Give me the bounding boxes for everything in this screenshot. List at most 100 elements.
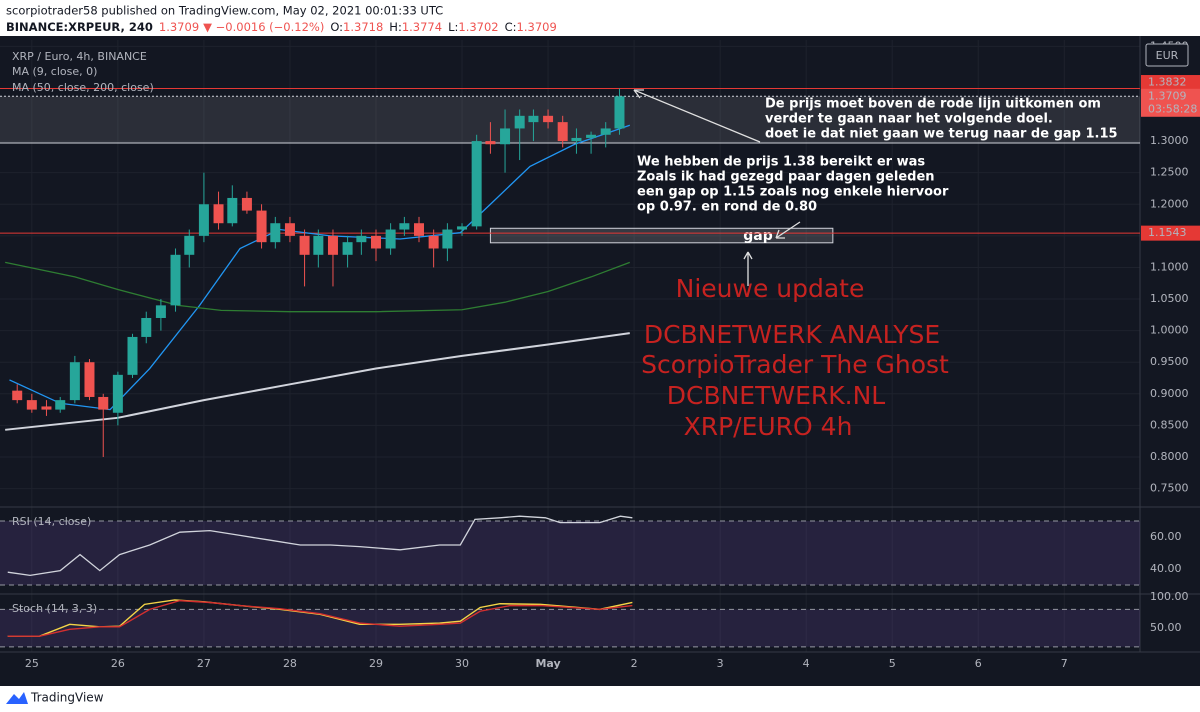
y-tick-label: 1.3000 bbox=[1150, 134, 1189, 147]
signature-line: DCBNETWERK.NL bbox=[667, 381, 886, 410]
legend-entry: MA (9, close, 0) bbox=[12, 65, 97, 78]
y-tick-label: 1.1000 bbox=[1150, 260, 1189, 273]
resistance-zone bbox=[0, 96, 1140, 143]
candle-body bbox=[327, 235, 338, 255]
band-fill bbox=[0, 609, 1140, 647]
countdown: 03:58:28 bbox=[1148, 102, 1197, 115]
note-line: een gap op 1.15 zoals nog enkele hiervoo… bbox=[637, 185, 949, 200]
plot: 252627282930May2345671.45001.30001.25001… bbox=[0, 36, 1200, 670]
y-tick-label: 1.2500 bbox=[1150, 166, 1189, 179]
x-tick-label: 30 bbox=[455, 657, 469, 670]
candle-body bbox=[342, 242, 353, 255]
brand: TradingView bbox=[30, 691, 104, 705]
y-tick-label: 40.00 bbox=[1150, 562, 1182, 575]
candle-body bbox=[299, 235, 310, 255]
gap-box bbox=[489, 227, 834, 244]
candle-body bbox=[26, 400, 37, 410]
last-price: 1.3709 bbox=[159, 20, 199, 34]
ohlc-label: O: bbox=[330, 20, 343, 34]
ohlc-label: C: bbox=[505, 20, 517, 34]
candle-body bbox=[385, 229, 396, 249]
legend-entry: MA (50, close, 200, close) bbox=[12, 81, 154, 94]
note-line: verder te gaan naar het volgende doel. bbox=[765, 112, 1053, 127]
gap-up-arrow bbox=[743, 251, 753, 286]
signature-line: XRP/EURO 4h bbox=[684, 412, 853, 441]
price-tag bbox=[1141, 88, 1200, 117]
candle-body bbox=[98, 396, 109, 410]
price-tag bbox=[1141, 225, 1200, 241]
x-tick-label: 29 bbox=[369, 657, 383, 670]
price-tag-label: 1.1543 bbox=[1148, 226, 1187, 239]
candle-body bbox=[227, 197, 238, 224]
candle-body bbox=[528, 115, 539, 123]
stoch-title: Stoch (14, 3, 3) bbox=[12, 602, 97, 615]
candle-body bbox=[485, 141, 496, 145]
footer-bar bbox=[0, 686, 1200, 712]
candle-body bbox=[112, 374, 123, 413]
symbol-line: BINANCE:XRPEUR, 240 1.3709 ▼ −0.0016 (−0.1… bbox=[6, 20, 557, 34]
candle-body bbox=[127, 336, 138, 375]
pointer-line bbox=[633, 89, 761, 143]
candle-body bbox=[256, 210, 267, 243]
x-tick-label: 27 bbox=[197, 657, 211, 670]
band-fill bbox=[0, 521, 1140, 585]
note-line: Zoals ik had gezegd paar dagen geleden bbox=[637, 170, 935, 185]
x-tick-label: May bbox=[535, 657, 560, 670]
x-tick-label: 25 bbox=[25, 657, 39, 670]
ohlc-label: H: bbox=[389, 20, 402, 34]
candle-body bbox=[213, 204, 224, 224]
candle-body bbox=[442, 229, 453, 249]
y-tick-label: 100.00 bbox=[1150, 590, 1189, 603]
candle-body bbox=[600, 128, 611, 135]
candle-body bbox=[414, 223, 425, 236]
x-tick-label: 5 bbox=[889, 657, 896, 670]
price-tag-label: 1.3832 bbox=[1148, 76, 1187, 89]
y-tick-label: 0.8000 bbox=[1150, 450, 1189, 463]
ohlc: O:1.3718 H:1.3774 L:1.3702 C:1.3709 bbox=[330, 20, 556, 34]
note-line: doet ie dat niet gaan we terug naar de g… bbox=[765, 127, 1118, 142]
indicator-line bbox=[5, 332, 630, 431]
candle-body bbox=[270, 223, 281, 243]
note-line: We hebben de prijs 1.38 bereikt er was bbox=[637, 155, 925, 170]
indicator-line bbox=[5, 261, 631, 313]
ohlc-value: 1.3702 bbox=[458, 20, 498, 34]
y-tick-label: 0.9000 bbox=[1150, 387, 1189, 400]
candle-body bbox=[55, 400, 66, 410]
ohlc-value: 1.3774 bbox=[402, 20, 442, 34]
candle-body bbox=[69, 362, 80, 401]
note-line: De prijs moet boven de rode lijn uitkome… bbox=[765, 97, 1101, 112]
candle-body bbox=[12, 390, 23, 401]
indicator-line bbox=[7, 599, 633, 637]
candle-body bbox=[170, 254, 181, 306]
signature-line: ScorpioTrader The Ghost bbox=[641, 350, 949, 379]
published-line: scorpiotrader58 published on TradingView… bbox=[6, 4, 443, 18]
gap-arrow bbox=[775, 221, 801, 239]
ohlc-value: 1.3718 bbox=[343, 20, 383, 34]
ohlc-label: L: bbox=[448, 20, 458, 34]
change: ▼ −0.0016 (−0.12%) bbox=[203, 20, 324, 34]
chart-title: XRP / Euro, 4h, BINANCE bbox=[12, 50, 147, 63]
y-tick-label: 1.0000 bbox=[1150, 324, 1189, 337]
rsi-title: RSI (14, close) bbox=[12, 515, 91, 528]
candle-body bbox=[614, 96, 625, 129]
candle-body bbox=[141, 317, 152, 337]
y-tick-label: 0.7500 bbox=[1150, 482, 1189, 495]
symbol: BINANCE:XRPEUR, 240 bbox=[6, 20, 153, 34]
x-tick-label: 4 bbox=[803, 657, 810, 670]
candle-body bbox=[500, 128, 511, 145]
x-tick-label: 26 bbox=[111, 657, 125, 670]
headline: Nieuwe update bbox=[676, 274, 865, 303]
indicator-line bbox=[7, 515, 633, 577]
x-tick-label: 28 bbox=[283, 657, 297, 670]
y-tick-label: 50.00 bbox=[1150, 621, 1182, 634]
candle-body bbox=[428, 235, 439, 249]
arrow-head bbox=[633, 89, 644, 99]
gap-label: gap bbox=[743, 228, 773, 244]
candle-body bbox=[84, 362, 95, 397]
note-line: op 0.97. en rond de 0.80 bbox=[637, 200, 817, 215]
y-tick-label: 0.8500 bbox=[1150, 418, 1189, 431]
candle-body bbox=[198, 204, 209, 236]
chart-background bbox=[0, 36, 1200, 686]
y-tick-label: 60.00 bbox=[1150, 530, 1182, 543]
